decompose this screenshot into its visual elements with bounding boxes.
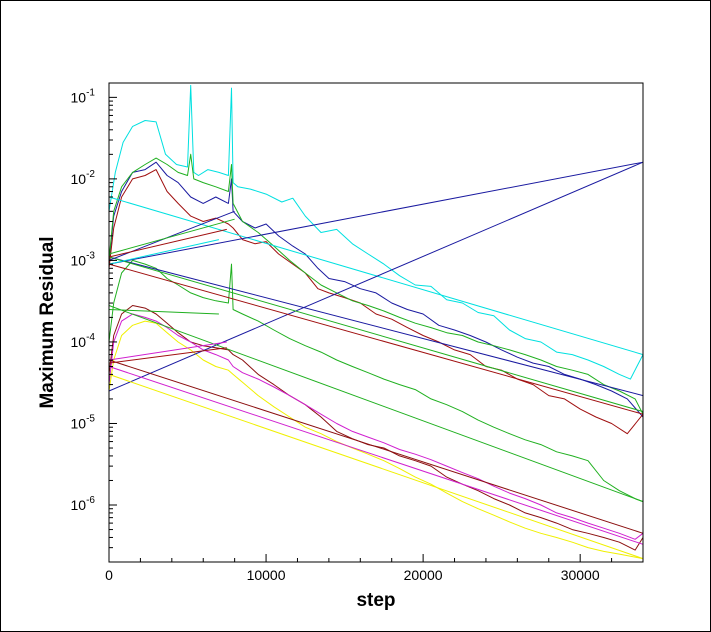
series-line-start-fan-4 bbox=[108, 239, 220, 265]
axes-layer: 0 10000 20000 30000 10-6 10-5 10-4 10-3 10-2 10-1 bbox=[71, 87, 613, 583]
series-line-trend-cyan bbox=[108, 196, 644, 356]
y-tick-label: 10-1 bbox=[71, 87, 96, 105]
series-line-trend-green bbox=[108, 256, 644, 413]
y-tick-label: 10-4 bbox=[71, 332, 96, 350]
series-line-start-fan-7 bbox=[108, 309, 219, 315]
series-line-trend-magenta bbox=[108, 366, 644, 545]
series-line-start-fan-5 bbox=[108, 347, 227, 364]
series-line-trend-blue-rising bbox=[108, 161, 644, 265]
y-axis-title: Maximum Residual bbox=[37, 236, 58, 408]
series-line-trend-brown-lower bbox=[108, 359, 644, 534]
series-line-trend-green-lower bbox=[108, 305, 644, 503]
series-line-residual-magenta bbox=[108, 313, 644, 540]
series-line-trend-yellow bbox=[108, 373, 644, 560]
series-line-residual-cyan bbox=[108, 84, 644, 380]
y-tick-label: 10-6 bbox=[71, 495, 96, 513]
x-axis-title: step bbox=[356, 590, 395, 611]
series-line-residual-darkred bbox=[108, 169, 644, 435]
y-tick-label: 10-2 bbox=[71, 169, 96, 187]
series-line-residual-blue bbox=[108, 161, 644, 418]
x-tick-label: 20000 bbox=[404, 567, 443, 583]
x-tick-label: 0 bbox=[105, 567, 113, 583]
series-line-residual-brown-lower bbox=[108, 305, 644, 551]
series-line-trend-blue-steep bbox=[108, 161, 644, 392]
x-tick-label: 30000 bbox=[561, 567, 600, 583]
series-line-trend-blue-falling bbox=[108, 256, 644, 397]
series-line-residual-green-lower bbox=[108, 259, 644, 503]
series-line-start-fan-6 bbox=[108, 341, 227, 361]
series-line-start-fan-2 bbox=[108, 218, 235, 255]
x-tick-label: 10000 bbox=[247, 567, 286, 583]
plot-area-border bbox=[108, 82, 644, 563]
series-line-residual-green-upper bbox=[108, 153, 644, 415]
y-tick-label: 10-3 bbox=[71, 250, 96, 268]
series-layer bbox=[108, 84, 644, 560]
series-line-start-fan-3 bbox=[108, 228, 227, 258]
series-line-trend-darkred bbox=[108, 263, 644, 415]
y-tick-label: 10-5 bbox=[71, 413, 96, 431]
